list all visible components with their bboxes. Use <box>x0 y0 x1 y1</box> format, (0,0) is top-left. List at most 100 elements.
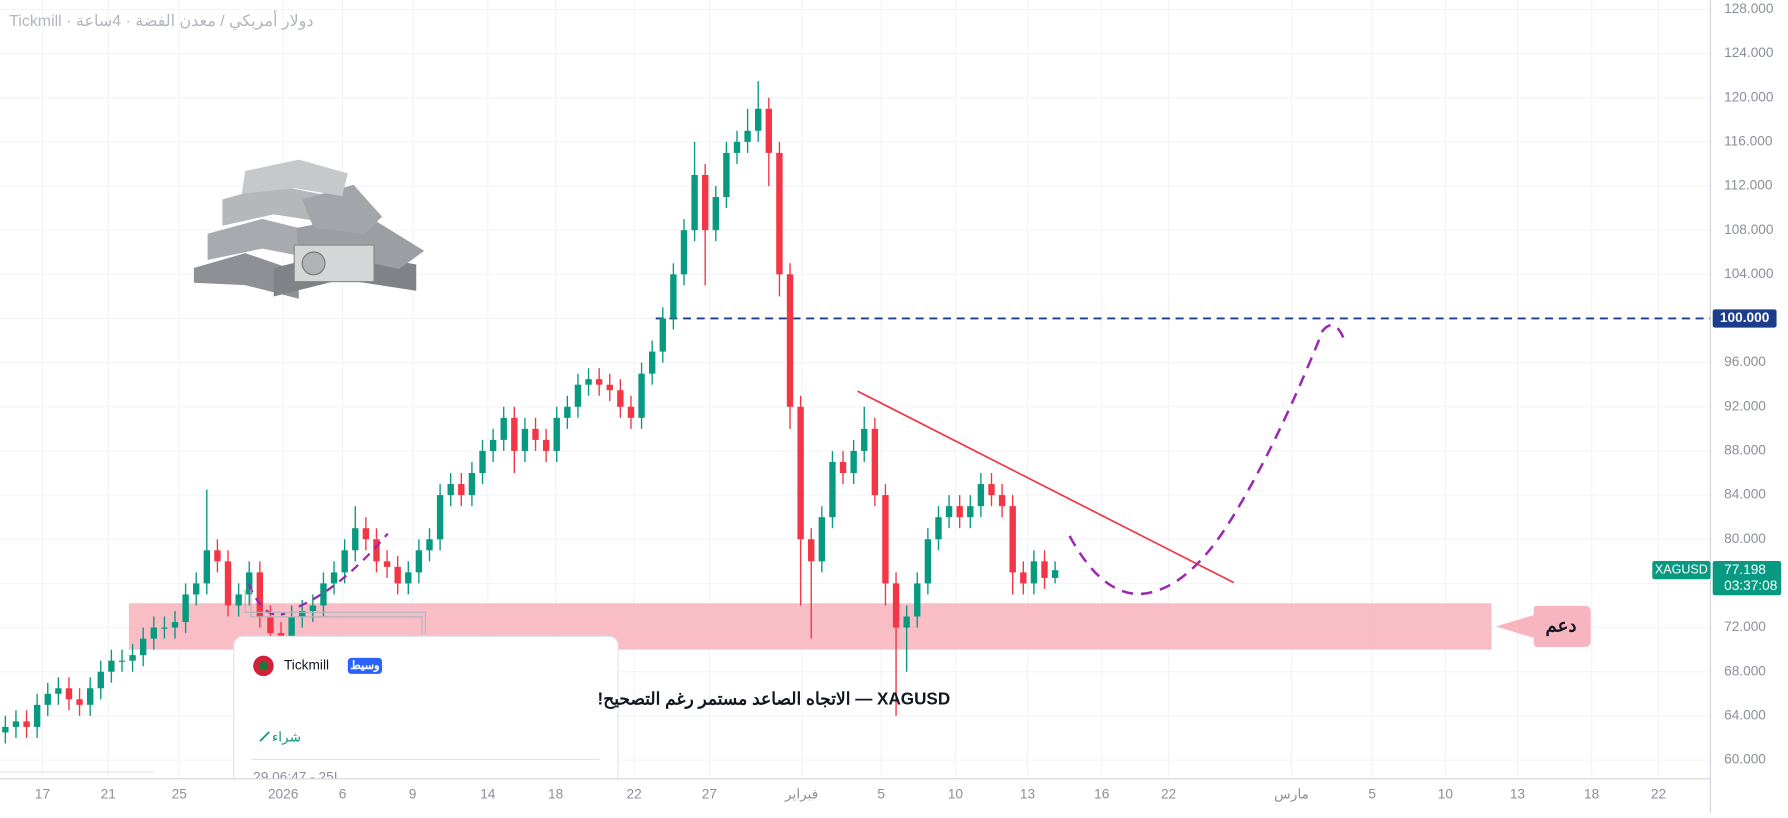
candle-body <box>967 506 974 518</box>
x-tick-label: 13 <box>1020 786 1035 801</box>
author: Tickmill <box>284 658 329 673</box>
candle-body <box>44 693 51 705</box>
candle-body <box>500 417 507 440</box>
candle-body <box>723 152 730 198</box>
idea-title[interactable]: XAGUSD — الاتجاه الصاعد مستمر رغم التصحي… <box>598 690 951 710</box>
candle-body <box>988 484 995 496</box>
candle-body <box>65 688 73 700</box>
y-tick-label: 92.000 <box>1724 398 1766 413</box>
candle-body <box>288 616 295 639</box>
y-tick-label: 116.000 <box>1724 133 1773 148</box>
candle-body <box>23 721 30 727</box>
candle-body <box>12 721 20 727</box>
candles <box>2 81 1059 744</box>
badge-text: وسيط <box>350 660 379 672</box>
candle-body <box>871 428 879 496</box>
y-tick-label: 96.000 <box>1724 354 1766 369</box>
candle-body <box>1030 561 1038 584</box>
candle-body <box>532 428 539 440</box>
candle-body <box>299 611 306 617</box>
candle-body <box>108 660 115 672</box>
x-tick-label: 18 <box>548 786 564 801</box>
candle-body <box>129 655 136 661</box>
candle-body <box>1051 570 1059 578</box>
candle-body <box>998 495 1006 507</box>
axes: 128.000 124.000 120.000 116.000 112.000 108.0… <box>35 1 1782 802</box>
candle-body <box>617 390 624 407</box>
candle-body <box>585 379 592 385</box>
x-tick-label: 21 <box>101 786 116 801</box>
candle-body <box>744 130 751 142</box>
x-tick-label: 16 <box>1094 786 1109 801</box>
connector <box>244 589 426 634</box>
candle-body <box>956 506 963 518</box>
avatar-dot <box>258 661 269 671</box>
candle-body <box>659 318 666 352</box>
candle-body <box>256 572 264 617</box>
price-tag-text: 77.198 <box>1724 562 1766 577</box>
candle-body <box>479 450 486 474</box>
silver-bars-image <box>193 159 425 299</box>
candle-body <box>383 561 391 567</box>
x-tick-label: 18 <box>1584 786 1600 801</box>
candle-body <box>150 627 157 639</box>
y-tick-label: 124.000 <box>1724 45 1774 60</box>
candle-body <box>829 461 836 518</box>
candle-body <box>892 583 900 628</box>
direction: شراء <box>272 729 301 745</box>
candle-body <box>426 539 433 551</box>
y-tick-label: 104.000 <box>1724 266 1774 281</box>
candle-body <box>670 274 677 319</box>
candle-body <box>638 373 645 418</box>
candle-body <box>1020 572 1027 584</box>
chart-title: Tickmill · دولار أمريكي / معدن الفضة · 4… <box>9 10 313 30</box>
candle-body <box>712 197 719 231</box>
idea-card[interactable]: Tickmill وسيط XAGUSD — الاتجاه الصاعد مس… <box>233 589 951 808</box>
y-tick-label: 112.000 <box>1724 178 1773 193</box>
candle-body <box>468 473 476 496</box>
candle-body <box>415 550 423 573</box>
symbol-tag <box>1652 561 1711 580</box>
candle-body <box>2 726 9 733</box>
x-tick-label: 25 <box>172 786 188 801</box>
x-tick-label: 5 <box>1368 786 1376 801</box>
candle-body <box>447 484 454 496</box>
candle-body <box>797 406 804 540</box>
candle-body <box>161 627 168 629</box>
candle-body <box>839 461 847 474</box>
candle-body <box>808 539 815 562</box>
support-callout <box>1496 605 1591 647</box>
candle-body <box>320 583 327 606</box>
resistance-tag-text: 100.000 <box>1720 310 1770 325</box>
candle-body <box>97 671 104 689</box>
x-tick-label: 22 <box>1161 786 1176 801</box>
symbol-tag-text: XAGUSD <box>1655 562 1708 576</box>
candle-body <box>850 450 857 474</box>
y-axis-bg <box>1710 0 1788 813</box>
x-tick-label: 27 <box>702 786 717 801</box>
resistance-tag <box>1712 309 1777 328</box>
x-tick-label: 14 <box>480 786 496 801</box>
candle-body <box>733 141 741 153</box>
y-tick-label: 64.000 <box>1724 707 1766 722</box>
y-tick-label: 80.000 <box>1724 531 1766 546</box>
price-tag <box>1712 561 1782 596</box>
candle-body <box>362 528 370 540</box>
candle-body <box>945 506 953 518</box>
y-tick-label: 88.000 <box>1724 443 1766 458</box>
x-tick-label: 13 <box>1510 786 1525 801</box>
projection-path <box>1068 323 1345 596</box>
x-tick-label: 10 <box>1438 786 1454 801</box>
candle-body <box>203 550 211 584</box>
candle-body <box>171 622 179 628</box>
candle-body <box>76 699 83 705</box>
y-tick-label: 68.000 <box>1724 663 1766 678</box>
candle-body <box>574 384 582 407</box>
candle-body <box>776 152 783 275</box>
candle-body <box>55 688 62 694</box>
x-axis-bg <box>0 778 1788 813</box>
candle-body <box>489 439 497 451</box>
y-tick-label: 120.000 <box>1724 89 1774 104</box>
x-tick-label: 5 <box>877 786 885 801</box>
